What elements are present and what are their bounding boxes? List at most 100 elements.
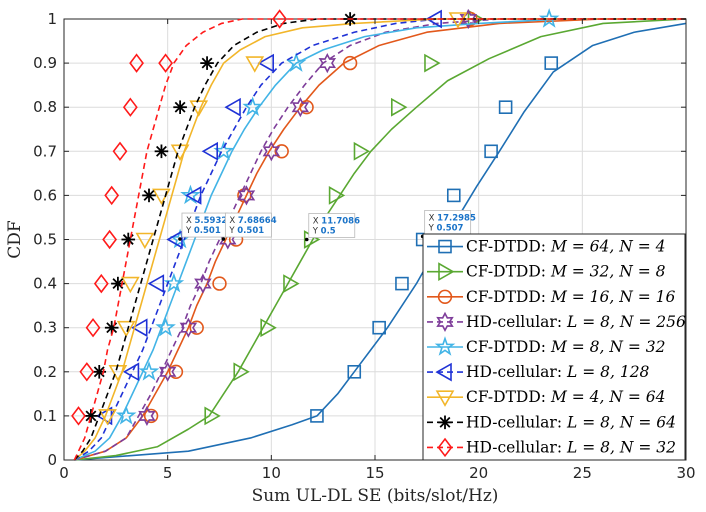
series-marker bbox=[179, 317, 198, 338]
datatip-y: Y 0.501 bbox=[228, 226, 264, 236]
legend-entry: CF-DTDD: M = 4, N = 64 bbox=[427, 388, 666, 407]
legend-label: CF-DTDD: M = 4, N = 64 bbox=[466, 388, 666, 406]
series-marker bbox=[84, 409, 98, 423]
series-marker bbox=[424, 53, 441, 73]
series-marker bbox=[459, 8, 478, 30]
y-axis-label: CDF bbox=[5, 220, 25, 259]
series-1 bbox=[74, 22, 687, 461]
legend-entry: CF-DTDD: M = 16, N = 16 bbox=[427, 288, 675, 306]
series-marker bbox=[121, 232, 136, 247]
datatip-anchor bbox=[178, 237, 182, 241]
legend-entry: CF-DTDD: M = 32, N = 8 bbox=[427, 262, 666, 282]
series-marker bbox=[212, 276, 227, 291]
legend-entry: HD-cellular: L = 8, N = 64 bbox=[427, 413, 676, 431]
series-marker bbox=[115, 405, 137, 425]
series-marker bbox=[437, 289, 453, 304]
series-marker bbox=[434, 336, 456, 356]
series-marker bbox=[437, 437, 453, 458]
y-tick-label: 0.3 bbox=[33, 319, 57, 337]
series-marker bbox=[173, 100, 187, 114]
series-marker bbox=[116, 320, 136, 338]
series-marker bbox=[436, 311, 454, 332]
series-marker bbox=[194, 273, 212, 294]
series-marker bbox=[200, 56, 214, 70]
series-marker bbox=[283, 274, 300, 293]
legend-entry: HD-cellular: L = 8, N = 32 bbox=[427, 437, 676, 458]
legend-label: CF-DTDD: M = 16, N = 16 bbox=[466, 288, 675, 306]
series-marker bbox=[154, 144, 169, 159]
y-tick-label: 0.8 bbox=[33, 98, 57, 116]
legend-entry: HD-cellular: L = 8, N = 256 bbox=[427, 311, 686, 332]
datatip-anchor bbox=[304, 237, 309, 242]
series-marker bbox=[79, 362, 95, 382]
y-tick-label: 0.1 bbox=[33, 407, 57, 425]
series-marker bbox=[260, 318, 277, 338]
series-9 bbox=[71, 9, 686, 461]
series-marker bbox=[446, 188, 461, 203]
datatip-x: X 17.2985 bbox=[429, 213, 476, 223]
legend-label: HD-cellular: L = 8, N = 32 bbox=[466, 438, 676, 456]
datatip-box bbox=[181, 212, 229, 238]
datatip-box bbox=[224, 212, 272, 238]
x-tick-label: 10 bbox=[262, 464, 281, 482]
series-marker bbox=[353, 141, 371, 161]
series-marker bbox=[138, 360, 160, 381]
x-tick-label: 30 bbox=[676, 464, 695, 482]
series-marker bbox=[122, 97, 138, 117]
datatip-y: Y 0.501 bbox=[185, 226, 221, 236]
series-line bbox=[73, 18, 686, 461]
series-marker bbox=[189, 320, 204, 335]
series-marker bbox=[347, 364, 362, 379]
legend-label: HD-cellular: L = 8, N = 64 bbox=[466, 413, 676, 431]
series-marker bbox=[285, 52, 307, 72]
datatip-y: Y 0.507 bbox=[428, 223, 464, 233]
series-line bbox=[74, 18, 686, 461]
series-marker bbox=[129, 53, 144, 73]
series-marker bbox=[395, 276, 409, 291]
series-marker bbox=[112, 141, 128, 162]
series-marker bbox=[291, 97, 310, 118]
series-line bbox=[73, 18, 686, 461]
series-marker bbox=[438, 239, 452, 254]
series-marker bbox=[318, 52, 337, 74]
legend-label: CF-DTDD: M = 8, N = 32 bbox=[466, 338, 666, 356]
series-line bbox=[74, 22, 687, 461]
legend-label: CF-DTDD: M = 32, N = 8 bbox=[466, 263, 666, 281]
series-marker bbox=[299, 99, 314, 115]
series-marker bbox=[484, 144, 498, 159]
series-marker bbox=[122, 362, 140, 382]
series-marker bbox=[131, 318, 148, 338]
series-marker bbox=[233, 362, 250, 382]
x-tick-label: 5 bbox=[163, 464, 173, 482]
legend-entry: CF-DTDD: M = 64, N = 4 bbox=[427, 238, 666, 256]
y-tick-label: 0.4 bbox=[33, 275, 57, 293]
datatip-box bbox=[308, 213, 356, 238]
datatip-anchor bbox=[221, 237, 226, 241]
legend: CF-DTDD: M = 64, N = 4 CF-DTDD: M = 32, N… bbox=[422, 233, 686, 461]
series-marker bbox=[201, 141, 219, 161]
y-tick-label: 0.2 bbox=[33, 363, 57, 381]
series-marker bbox=[138, 405, 156, 427]
series-marker bbox=[98, 409, 117, 426]
series-marker bbox=[448, 12, 468, 29]
legend-entry: HD-cellular: L = 8, 128 bbox=[427, 362, 650, 382]
series-marker bbox=[155, 316, 176, 337]
series-marker bbox=[93, 273, 109, 294]
series-marker bbox=[237, 185, 256, 206]
series-marker bbox=[438, 415, 452, 430]
x-tick-label: 0 bbox=[59, 464, 69, 482]
datatip-x: X 5.59322 bbox=[186, 216, 233, 226]
y-tick-label: 0.5 bbox=[33, 231, 57, 249]
series-marker bbox=[85, 317, 101, 338]
legend-label: CF-DTDD: M = 64, N = 4 bbox=[466, 238, 666, 256]
y-tick-label: 0.7 bbox=[33, 142, 57, 160]
x-axis-label: Sum UL-DL SE (bits/slot/Hz) bbox=[252, 486, 499, 506]
y-tick-label: 1 bbox=[47, 10, 57, 28]
x-tick-label: 15 bbox=[365, 464, 384, 482]
